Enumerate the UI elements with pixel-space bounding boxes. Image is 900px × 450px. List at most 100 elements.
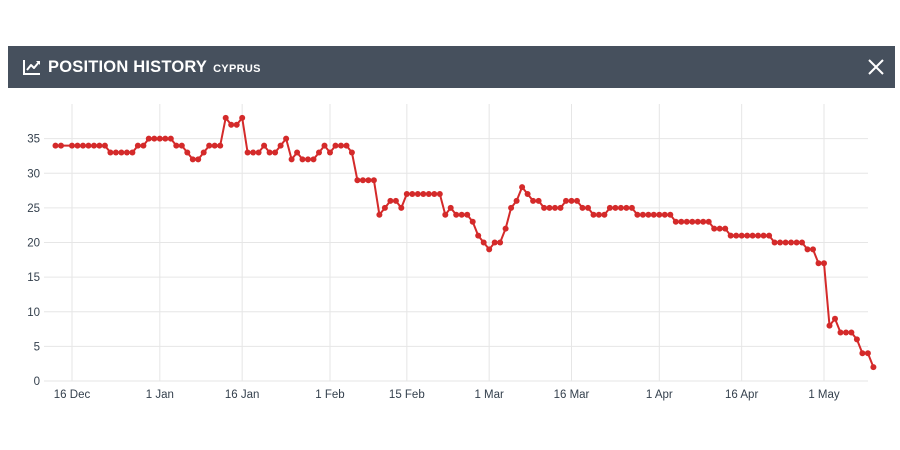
data-point	[453, 211, 460, 218]
data-point	[129, 149, 136, 156]
data-point	[359, 177, 366, 184]
data-point	[535, 197, 542, 204]
data-point	[458, 211, 465, 218]
data-point	[321, 142, 328, 149]
data-point	[80, 142, 86, 149]
data-point	[58, 142, 64, 149]
data-point	[381, 204, 388, 211]
data-point	[799, 239, 805, 246]
data-point	[766, 232, 773, 239]
data-point	[69, 142, 75, 149]
data-point	[826, 322, 833, 329]
data-point	[634, 211, 641, 218]
data-point	[733, 232, 740, 239]
close-icon[interactable]	[866, 57, 886, 77]
data-point	[722, 225, 729, 232]
data-point	[206, 142, 213, 149]
data-point	[189, 156, 196, 163]
data-point	[409, 191, 416, 197]
data-point	[771, 239, 778, 246]
data-point	[327, 149, 333, 156]
data-point	[788, 239, 795, 246]
data-point	[255, 149, 262, 156]
data-point	[557, 204, 564, 211]
data-point	[859, 350, 866, 357]
data-point	[645, 211, 652, 218]
data-point	[552, 204, 558, 211]
data-point	[716, 225, 723, 232]
data-point	[436, 191, 443, 197]
y-tick-label: 0	[34, 376, 40, 388]
data-point	[738, 232, 745, 239]
data-point	[365, 177, 372, 184]
data-point	[74, 142, 81, 149]
y-tick-label: 30	[27, 168, 40, 180]
data-point	[530, 197, 537, 204]
data-point	[354, 177, 361, 184]
modal-header: POSITION HISTORY CYPRUS	[8, 46, 895, 88]
data-point	[546, 204, 553, 211]
data-point	[370, 177, 377, 184]
data-point	[639, 211, 646, 218]
data-point	[107, 149, 114, 156]
data-point	[464, 211, 471, 218]
data-point	[585, 204, 591, 211]
x-tick-label: 1 Mar	[474, 389, 504, 401]
data-point	[294, 149, 301, 156]
data-point	[612, 204, 619, 211]
data-point	[217, 142, 224, 149]
data-point	[853, 336, 860, 343]
data-point	[480, 239, 487, 246]
modal-subtitle: CYPRUS	[213, 62, 261, 75]
title-group: POSITION HISTORY CYPRUS	[48, 46, 261, 88]
data-point	[848, 329, 855, 336]
data-point	[222, 114, 229, 121]
data-point	[96, 142, 103, 149]
y-tick-label: 10	[27, 307, 40, 319]
data-point	[810, 246, 816, 253]
data-point	[832, 315, 838, 322]
data-point	[261, 142, 268, 149]
data-point	[101, 142, 108, 149]
data-point	[392, 197, 399, 204]
data-point	[348, 149, 355, 156]
data-point	[628, 204, 635, 211]
data-point	[299, 156, 306, 163]
data-point	[414, 191, 421, 197]
data-point	[310, 156, 317, 163]
data-point	[590, 211, 597, 218]
data-point	[112, 149, 119, 156]
data-point	[650, 211, 657, 218]
x-tick-label: 1 Feb	[315, 389, 344, 401]
data-point	[689, 218, 696, 225]
data-point	[305, 156, 311, 163]
data-point	[519, 184, 526, 191]
data-point	[497, 239, 504, 246]
data-point	[52, 142, 59, 149]
x-tick-label: 1 Apr	[646, 389, 673, 401]
data-point	[595, 211, 602, 218]
data-point	[123, 149, 130, 156]
data-point	[403, 191, 410, 197]
data-point	[447, 204, 454, 211]
x-tick-label: 15 Feb	[389, 389, 425, 401]
data-point	[469, 218, 476, 225]
data-point	[821, 260, 827, 267]
data-point	[804, 246, 811, 253]
data-point	[705, 218, 712, 225]
data-point	[475, 232, 482, 239]
data-point	[744, 232, 751, 239]
data-point	[233, 121, 240, 128]
data-point	[283, 135, 290, 142]
data-point	[777, 239, 784, 246]
data-point	[617, 204, 624, 211]
data-point	[338, 142, 344, 149]
data-point	[661, 211, 668, 218]
data-point	[162, 135, 169, 142]
y-tick-label: 5	[34, 341, 40, 353]
data-point	[672, 218, 679, 225]
trend-line-icon	[23, 60, 40, 75]
x-tick-label: 16 Dec	[54, 389, 91, 401]
data-point	[656, 211, 663, 218]
